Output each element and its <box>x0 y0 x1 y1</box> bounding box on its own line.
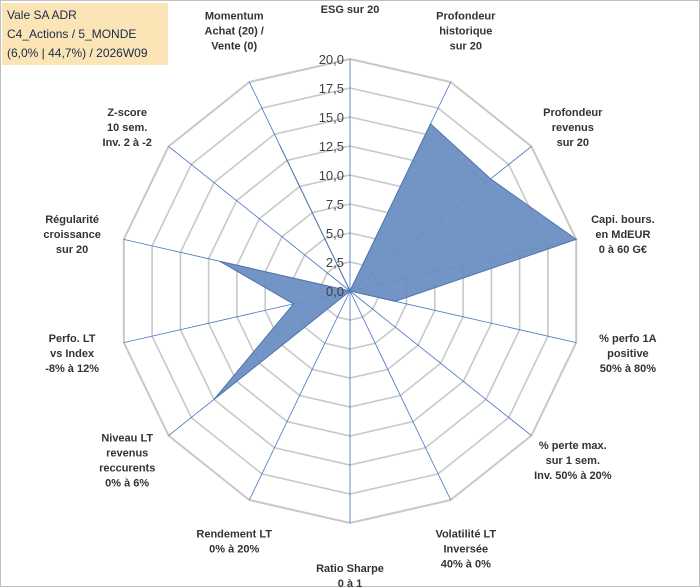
category-label-line: -8% à 12% <box>45 363 99 375</box>
category-label-line: Momentum <box>205 10 264 22</box>
info-stats: (6,0% | 44,7%) / 2026W09 <box>7 46 148 60</box>
category-label-line: revenus <box>552 122 594 134</box>
category-label: Ratio Sharpe 0 à 1 <box>316 563 384 587</box>
tick-label: 10,0 <box>319 168 344 183</box>
category-label-line: Achat (20) / <box>205 25 264 37</box>
category-label-line: positive <box>607 348 649 360</box>
tick-label: 2,5 <box>326 255 344 270</box>
category-label-line: Inversée <box>443 544 488 556</box>
category-label-line: Niveau LT <box>101 433 153 445</box>
category-label-line: Volatilité LT <box>435 529 496 541</box>
tick-label: 15,0 <box>319 110 344 125</box>
category-label-line: 0 à 1 <box>338 578 362 587</box>
category-label-line: croissance <box>43 229 100 241</box>
category-label: Rendement LT 0% à 20% <box>196 529 272 556</box>
category-label-line: 10 sem. <box>107 122 147 134</box>
axis-spoke <box>349 290 532 436</box>
category-label-line: historique <box>439 25 492 37</box>
axis-spoke <box>248 290 351 501</box>
category-label-line: 0% à 6% <box>105 478 149 490</box>
category-label-line: vs Index <box>50 348 95 360</box>
category-label-line: 50% à 80% <box>600 363 656 375</box>
axis-spoke <box>349 290 452 501</box>
tick-label: 12,5 <box>319 139 344 154</box>
category-label: Profondeur historique sur 20 <box>436 10 496 52</box>
category-label-line: Capi. bours. <box>591 214 655 226</box>
category-label: % perte max. sur 1 sem. Inv. 50% à 20% <box>534 440 612 482</box>
category-label-line: Ratio Sharpe <box>316 563 384 575</box>
tick-label: 20,0 <box>319 52 344 67</box>
series-layer <box>213 122 578 400</box>
category-label: % perfo 1A positive 50% à 80% <box>599 333 657 375</box>
category-label-line: Profondeur <box>436 10 496 22</box>
category-label-line: 0 à 60 G€ <box>599 244 647 256</box>
axis-spoke <box>168 146 351 292</box>
category-label: Niveau LT revenus reccurents 0% à 6% <box>99 433 155 490</box>
category-label-line: reccurents <box>99 463 155 475</box>
series-area <box>213 122 578 400</box>
info-category: C4_Actions / 5_MONDE <box>7 27 137 41</box>
category-label-line: 0% à 20% <box>209 544 259 556</box>
category-label-line: % perte max. <box>539 440 607 452</box>
category-label-line: Profondeur <box>543 107 603 119</box>
category-label: Momentum Achat (20) / Vente (0) <box>205 10 264 52</box>
category-label-line: Rendement LT <box>196 529 272 541</box>
category-label-line: Inv. 2 à -2 <box>103 137 152 149</box>
category-label-line: 40% à 0% <box>441 559 491 571</box>
tick-label: 7,5 <box>326 197 344 212</box>
category-label-line: Régularité <box>45 214 99 226</box>
category-label-line: Z-score <box>107 107 147 119</box>
category-label: Note ESG sur 20 <box>321 0 380 16</box>
category-label-line: ESG sur 20 <box>321 4 380 16</box>
category-label-line: revenus <box>106 448 148 460</box>
tick-label: 0,0 <box>326 284 344 299</box>
category-label-line: en MdEUR <box>595 229 650 241</box>
category-label: Capi. bours. en MdEUR 0 à 60 G€ <box>591 214 655 256</box>
tick-layer: 0,0 2,5 5,0 7,5 10,0 12,5 15,0 17,5 20,0 <box>319 52 344 299</box>
category-label-line: Perfo. LT <box>49 333 96 345</box>
category-label: Profondeur revenus sur 20 <box>543 107 603 149</box>
category-label-line: % perfo 1A <box>599 333 657 345</box>
category-label-line: Note <box>338 0 362 1</box>
tick-label: 5,0 <box>326 226 344 241</box>
category-label: Perfo. LT vs Index -8% à 12% <box>45 333 99 375</box>
category-label: Régularité croissance sur 20 <box>43 214 100 256</box>
category-label-line: sur 20 <box>450 40 482 52</box>
info-title: Vale SA ADR <box>7 8 77 22</box>
category-label: Z-score 10 sem. Inv. 2 à -2 <box>103 107 152 149</box>
info-box: Vale SA ADR C4_Actions / 5_MONDE (6,0% |… <box>2 3 168 65</box>
category-label-line: Vente (0) <box>211 40 257 52</box>
category-label-line: sur 20 <box>56 244 88 256</box>
category-label-line: Inv. 50% à 20% <box>534 470 612 482</box>
label-layer: Note ESG sur 20 Profondeur historique sur 20… <box>43 0 656 587</box>
category-label-line: sur 1 sem. <box>546 455 600 467</box>
category-label-line: sur 20 <box>557 137 589 149</box>
tick-label: 17,5 <box>319 81 344 96</box>
category-label: Volatilité LT Inversée 40% à 0% <box>435 529 496 571</box>
